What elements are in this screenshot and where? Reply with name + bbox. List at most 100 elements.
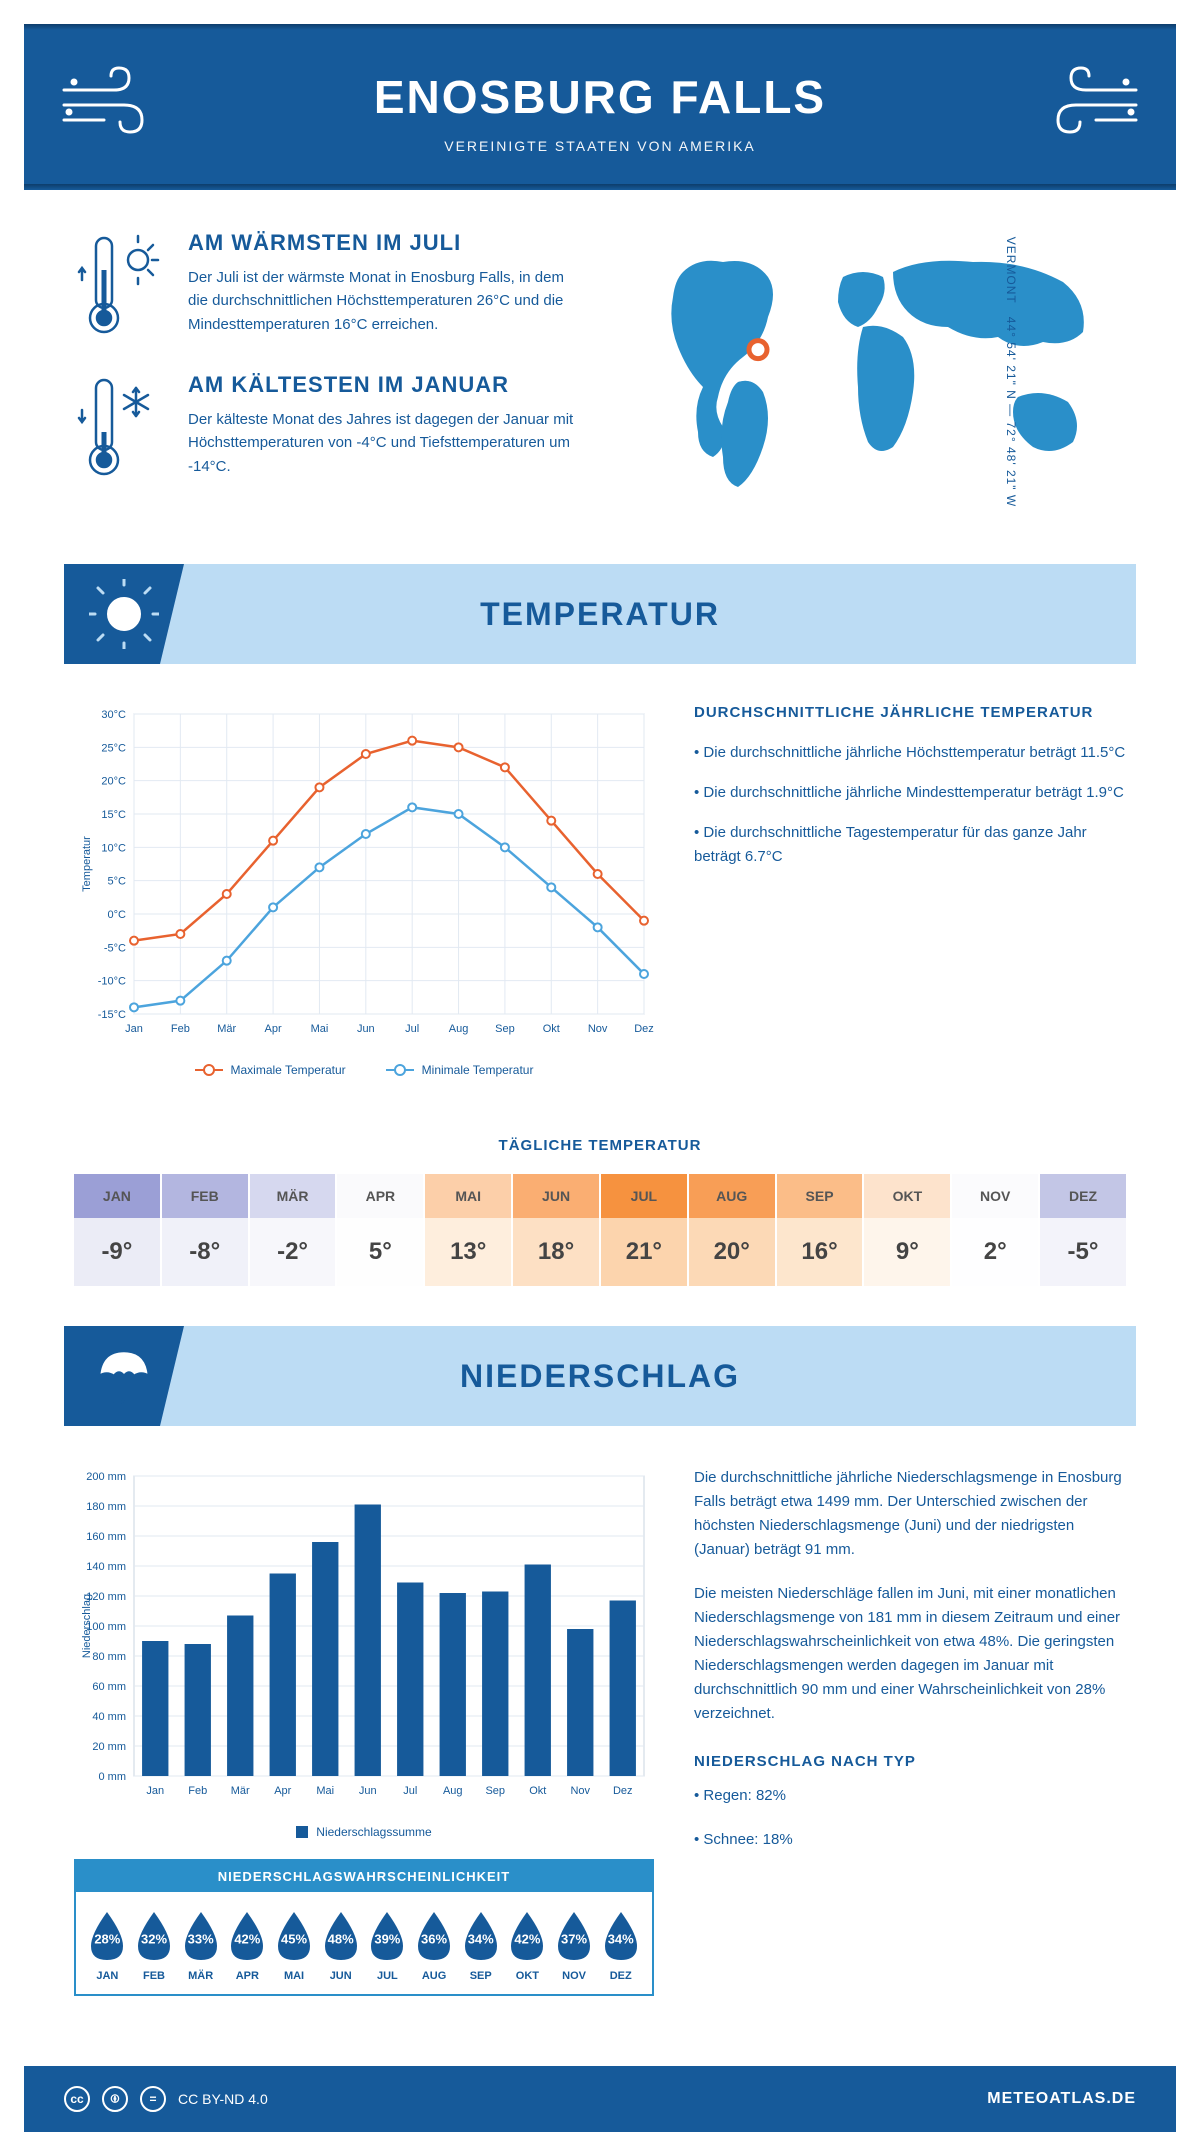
precipitation-banner: NIEDERSCHLAG: [64, 1326, 1136, 1426]
probability-item: 42% OKT: [504, 1908, 551, 1982]
precip-text-1: Die durchschnittliche jährliche Niedersc…: [694, 1466, 1126, 1562]
license-text: CC BY-ND 4.0: [178, 2091, 268, 2107]
svg-text:Mär: Mär: [217, 1023, 236, 1035]
temperature-banner: TEMPERATUR: [64, 564, 1136, 664]
header: ENOSBURG FALLS VEREINIGTE STAATEN VON AM…: [24, 30, 1176, 184]
svg-text:200 mm: 200 mm: [86, 1471, 126, 1483]
daily-cell: MÄR -2°: [250, 1174, 338, 1286]
svg-text:Mai: Mai: [316, 1785, 334, 1797]
precip-type-title: NIEDERSCHLAG NACH TYP: [694, 1750, 1126, 1774]
warmest-text: Der Juli ist der wärmste Monat in Enosbu…: [188, 266, 580, 336]
daily-cell: JAN -9°: [74, 1174, 162, 1286]
page-subtitle: VEREINIGTE STAATEN VON AMERIKA: [44, 138, 1156, 154]
daily-cell: SEP 16°: [777, 1174, 865, 1286]
svg-text:Aug: Aug: [449, 1023, 469, 1035]
sun-icon: [89, 579, 159, 649]
svg-text:140 mm: 140 mm: [86, 1561, 126, 1573]
svg-text:80 mm: 80 mm: [92, 1651, 126, 1663]
svg-text:Niederschlag: Niederschlag: [81, 1594, 93, 1658]
daily-cell: APR 5°: [337, 1174, 425, 1286]
svg-text:Nov: Nov: [588, 1023, 608, 1035]
svg-text:0 mm: 0 mm: [99, 1771, 127, 1783]
svg-text:5°C: 5°C: [108, 876, 127, 888]
coldest-title: AM KÄLTESTEN IM JANUAR: [188, 372, 580, 398]
svg-text:20 mm: 20 mm: [92, 1741, 126, 1753]
probability-item: 33% MÄR: [177, 1908, 224, 1982]
daily-cell: OKT 9°: [864, 1174, 952, 1286]
svg-text:Jul: Jul: [405, 1023, 419, 1035]
svg-text:Jan: Jan: [125, 1023, 143, 1035]
svg-text:160 mm: 160 mm: [86, 1531, 126, 1543]
temp-bullet: • Die durchschnittliche jährliche Höchst…: [694, 741, 1126, 765]
probability-item: 39% JUL: [364, 1908, 411, 1982]
svg-text:60 mm: 60 mm: [92, 1681, 126, 1693]
svg-text:Jun: Jun: [359, 1785, 377, 1797]
precipitation-bar-chart: 0 mm20 mm40 mm60 mm80 mm100 mm120 mm140 …: [74, 1466, 654, 1806]
daily-cell: AUG 20°: [689, 1174, 777, 1286]
precip-type-item: • Regen: 82%: [694, 1784, 1126, 1808]
warmest-title: AM WÄRMSTEN IM JULI: [188, 230, 580, 256]
cc-icon: cc: [64, 2086, 90, 2112]
wind-icon: [54, 60, 164, 150]
svg-text:Nov: Nov: [570, 1785, 590, 1797]
daily-cell: FEB -8°: [162, 1174, 250, 1286]
svg-text:Jan: Jan: [146, 1785, 164, 1797]
probability-item: 37% NOV: [551, 1908, 598, 1982]
temp-bullet: • Die durchschnittliche Tagestemperatur …: [694, 821, 1126, 869]
temperature-legend: Maximale Temperatur Minimale Temperatur: [74, 1063, 654, 1077]
svg-text:25°C: 25°C: [101, 742, 126, 754]
svg-text:Temperatur: Temperatur: [81, 836, 93, 892]
coldest-text: Der kälteste Monat des Jahres ist dagege…: [188, 408, 580, 478]
svg-text:Feb: Feb: [188, 1785, 207, 1797]
precipitation-heading: NIEDERSCHLAG: [460, 1358, 740, 1395]
svg-text:Mär: Mär: [231, 1785, 250, 1797]
svg-text:Okt: Okt: [529, 1785, 546, 1797]
daily-cell: JUN 18°: [513, 1174, 601, 1286]
probability-item: 42% APR: [224, 1908, 271, 1982]
daily-cell: NOV 2°: [952, 1174, 1040, 1286]
precip-type-item: • Schnee: 18%: [694, 1828, 1126, 1852]
probability-title: NIEDERSCHLAGSWAHRSCHEINLICHKEIT: [76, 1861, 652, 1892]
coordinates: VERMONT 44° 54' 21" N — 72° 48' 21" W: [1004, 237, 1018, 507]
svg-text:30°C: 30°C: [101, 709, 126, 721]
warmest-block: AM WÄRMSTEN IM JULI Der Juli ist der wär…: [74, 230, 580, 340]
svg-text:Apr: Apr: [274, 1785, 291, 1797]
svg-text:0°C: 0°C: [108, 909, 127, 921]
svg-text:Apr: Apr: [265, 1023, 282, 1035]
svg-text:Feb: Feb: [171, 1023, 190, 1035]
page-title: ENOSBURG FALLS: [44, 70, 1156, 124]
by-icon: 🅯: [102, 2086, 128, 2112]
daily-temp-title: TÄGLICHE TEMPERATUR: [24, 1137, 1176, 1154]
svg-text:Dez: Dez: [613, 1785, 633, 1797]
thermometer-cold-icon: [74, 372, 164, 482]
svg-text:-10°C: -10°C: [98, 976, 126, 988]
svg-text:-5°C: -5°C: [104, 942, 126, 954]
nd-icon: =: [140, 2086, 166, 2112]
svg-text:Sep: Sep: [485, 1785, 505, 1797]
umbrella-icon: [89, 1341, 159, 1411]
probability-item: 36% AUG: [411, 1908, 458, 1982]
probability-item: 48% JUN: [317, 1908, 364, 1982]
svg-text:Mai: Mai: [311, 1023, 329, 1035]
precip-text-2: Die meisten Niederschläge fallen im Juni…: [694, 1582, 1126, 1726]
svg-text:Sep: Sep: [495, 1023, 515, 1035]
daily-cell: DEZ -5°: [1040, 1174, 1126, 1286]
site-name: METEOATLAS.DE: [987, 2090, 1136, 2108]
svg-text:10°C: 10°C: [101, 842, 126, 854]
temp-bullet: • Die durchschnittliche jährliche Mindes…: [694, 781, 1126, 805]
precipitation-legend: Niederschlagssumme: [74, 1825, 654, 1839]
probability-item: 45% MAI: [271, 1908, 318, 1982]
temperature-heading: TEMPERATUR: [480, 596, 720, 633]
temp-info-title: DURCHSCHNITTLICHE JÄHRLICHE TEMPERATUR: [694, 704, 1126, 721]
svg-text:-15°C: -15°C: [98, 1009, 126, 1021]
coldest-block: AM KÄLTESTEN IM JANUAR Der kälteste Mona…: [74, 372, 580, 482]
probability-item: 28% JAN: [84, 1908, 131, 1982]
svg-text:Okt: Okt: [543, 1023, 560, 1035]
probability-item: 32% FEB: [131, 1908, 178, 1982]
svg-text:15°C: 15°C: [101, 809, 126, 821]
svg-text:180 mm: 180 mm: [86, 1501, 126, 1513]
wind-icon: [1036, 60, 1146, 150]
probability-box: NIEDERSCHLAGSWAHRSCHEINLICHKEIT 28% JAN …: [74, 1859, 654, 1996]
svg-text:40 mm: 40 mm: [92, 1711, 126, 1723]
daily-temp-table: JAN -9° FEB -8° MÄR -2° APR 5° MAI 13° J…: [74, 1174, 1126, 1286]
